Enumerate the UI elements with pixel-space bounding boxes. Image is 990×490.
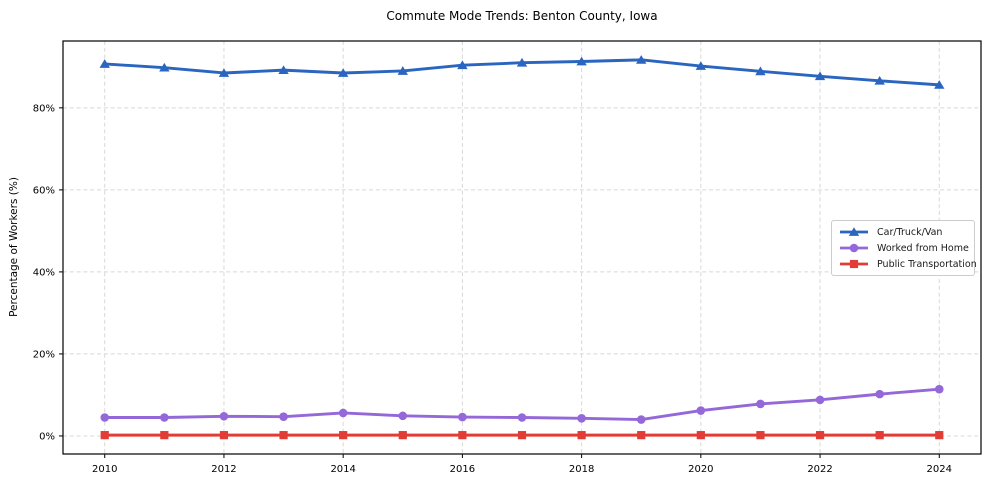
series-car-truck-van-point-2019 xyxy=(636,55,647,64)
legend: Car/Truck/Van Worked from Home Public Tr… xyxy=(831,220,977,276)
x-tick-label-2012: 2012 xyxy=(211,464,236,475)
series-worked-from-home-point-2014 xyxy=(338,408,348,418)
series-public-transportation-point-2016 xyxy=(458,431,467,440)
series-public-transportation-point-2023 xyxy=(875,431,884,440)
series-worked-from-home-point-2024 xyxy=(934,384,944,394)
y-tick-label-0: 0% xyxy=(39,431,55,442)
legend-swatch-square-icon xyxy=(840,259,868,269)
x-tick-label-2014: 2014 xyxy=(330,464,355,475)
series-car-truck-van-point-2015 xyxy=(397,66,408,75)
series-public-transportation-point-2013 xyxy=(279,431,288,440)
series-public-transportation-point-2018 xyxy=(577,431,586,440)
series-public-transportation-point-2019 xyxy=(637,431,646,440)
series-car-truck-van-point-2011 xyxy=(159,62,170,72)
series-car-truck-van-point-2013 xyxy=(278,65,289,75)
series-worked-from-home-point-2011 xyxy=(160,413,169,422)
x-tick-label-2024: 2024 xyxy=(927,464,952,475)
x-tick-label-2022: 2022 xyxy=(807,464,832,475)
legend-label-car-truck-van: Car/Truck/Van xyxy=(877,226,943,238)
series-public-transportation-point-2024 xyxy=(935,431,944,440)
series-worked-from-home-point-2017 xyxy=(517,413,527,422)
legend-item-public-transportation: Public Transportation xyxy=(838,257,977,272)
series-worked-from-home-point-2012 xyxy=(219,411,229,421)
series-car-truck-van-point-2018 xyxy=(576,56,587,66)
legend-label-public-transportation: Public Transportation xyxy=(877,258,977,270)
series-car-truck-van-point-2014 xyxy=(337,68,349,77)
series-public-transportation-point-2021 xyxy=(756,431,765,440)
series-car-truck-van xyxy=(99,55,945,89)
series-worked-from-home-point-2021 xyxy=(756,399,765,409)
y-tick-label-60: 60% xyxy=(33,185,55,196)
chart-title: Commute Mode Trends: Benton County, Iowa xyxy=(386,9,658,23)
y-tick-label-20: 20% xyxy=(33,349,55,360)
legend-swatch-circle-icon xyxy=(840,243,868,253)
series-worked-from-home-point-2010 xyxy=(100,413,110,422)
series-public-transportation-point-2017 xyxy=(517,431,527,440)
y-tick-label-40: 40% xyxy=(33,267,55,278)
x-tick-label-2016: 2016 xyxy=(450,464,475,475)
series-car-truck-van-point-2022 xyxy=(814,71,826,81)
x-tick-label-2010: 2010 xyxy=(92,464,117,475)
series-car-truck-van-point-2021 xyxy=(755,66,766,76)
series-public-transportation-point-2020 xyxy=(696,431,705,440)
series-public-transportation-point-2022 xyxy=(815,431,825,440)
series-public-transportation-point-2014 xyxy=(339,431,348,440)
series-worked-from-home-point-2023 xyxy=(875,389,884,399)
series-car-truck-van-point-2016 xyxy=(457,60,468,70)
series-worked-from-home-point-2019 xyxy=(636,415,646,424)
legend-item-worked-from-home: Worked from Home xyxy=(838,241,969,256)
legend-item-car-truck-van: Car/Truck/Van xyxy=(838,225,968,240)
series-public-transportation xyxy=(100,431,944,440)
series-car-truck-van-point-2024 xyxy=(934,80,945,89)
series-car-truck-van-point-2012 xyxy=(218,68,230,77)
series-worked-from-home-point-2022 xyxy=(815,395,825,405)
series-worked-from-home xyxy=(100,384,944,424)
legend-swatch-triangle-icon xyxy=(840,227,868,236)
series-worked-from-home-point-2020 xyxy=(696,406,706,415)
series-car-truck-van-point-2023 xyxy=(874,75,885,85)
series-worked-from-home-point-2016 xyxy=(458,412,467,422)
y-tick-label-80: 80% xyxy=(33,103,55,114)
series-car-truck-van-point-2020 xyxy=(695,61,707,70)
axes-box xyxy=(62,40,982,455)
series-worked-from-home-point-2015 xyxy=(398,411,408,421)
series-public-transportation-point-2011 xyxy=(160,431,169,440)
series-public-transportation-point-2012 xyxy=(219,431,229,440)
series-public-transportation-point-2015 xyxy=(398,431,407,440)
legend-label-worked-from-home: Worked from Home xyxy=(877,242,969,254)
x-tick-label-2018: 2018 xyxy=(569,464,594,475)
series-car-truck-van-point-2017 xyxy=(516,57,528,67)
series-worked-from-home-point-2018 xyxy=(577,414,586,423)
series-car-truck-van-point-2010 xyxy=(99,59,110,68)
series-public-transportation-point-2010 xyxy=(100,431,109,440)
x-tick-label-2020: 2020 xyxy=(688,464,713,475)
series-worked-from-home-point-2013 xyxy=(279,412,288,421)
